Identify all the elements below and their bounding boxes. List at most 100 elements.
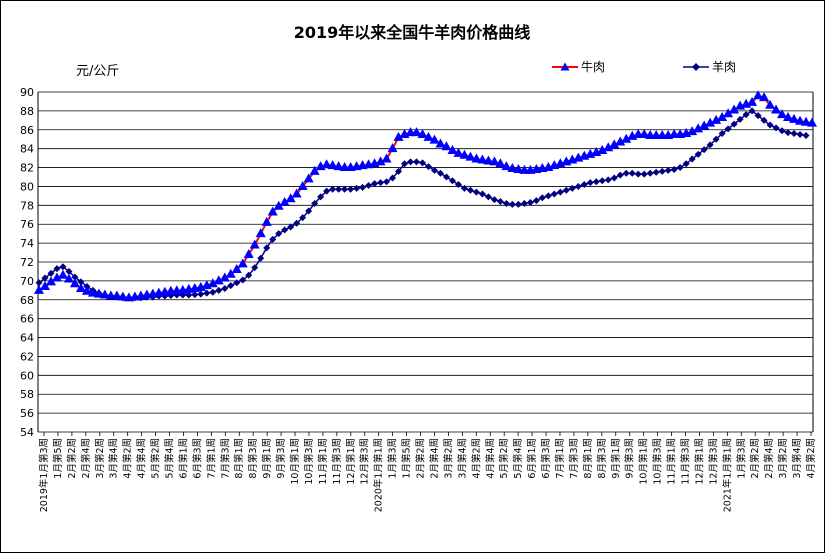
data-point bbox=[423, 131, 434, 141]
data-point bbox=[329, 185, 337, 193]
x-tick-label: 6月第1周 bbox=[526, 438, 538, 479]
y-tick-label: 88 bbox=[20, 105, 34, 118]
data-point bbox=[610, 174, 618, 182]
data-point bbox=[603, 142, 614, 152]
data-point bbox=[87, 287, 98, 297]
data-point bbox=[693, 123, 704, 133]
x-axis-ticks: 2019年1月第3周 1月第5周 2月第2周 2月第4周 3月第2周 3月第4周 4月第2周… bbox=[38, 432, 817, 512]
data-point bbox=[305, 207, 313, 215]
data-point bbox=[447, 145, 458, 155]
x-tick-label: 3月第4周 bbox=[456, 438, 468, 479]
data-point bbox=[448, 177, 456, 185]
data-point bbox=[471, 153, 482, 163]
data-point bbox=[441, 141, 452, 151]
data-point bbox=[207, 278, 218, 288]
data-point bbox=[682, 160, 690, 168]
data-point bbox=[333, 161, 344, 171]
data-point bbox=[730, 120, 738, 128]
data-point bbox=[688, 155, 696, 163]
data-point bbox=[796, 131, 804, 138]
data-point bbox=[395, 167, 403, 175]
series-layer bbox=[34, 90, 817, 302]
data-point bbox=[454, 181, 462, 189]
data-point bbox=[790, 130, 798, 138]
data-point bbox=[526, 199, 534, 206]
data-point bbox=[574, 182, 582, 190]
data-point bbox=[598, 177, 606, 185]
data-point bbox=[383, 178, 391, 186]
data-point bbox=[484, 193, 492, 201]
data-point bbox=[213, 275, 224, 285]
data-point bbox=[717, 112, 728, 121]
x-tick-label: 1月第3周 bbox=[387, 438, 399, 479]
data-point bbox=[562, 186, 570, 194]
data-point bbox=[233, 279, 241, 287]
data-point bbox=[317, 193, 325, 201]
x-tick-label: 5月第2周 bbox=[150, 438, 162, 479]
x-tick-label: 9月第3周 bbox=[275, 438, 287, 479]
y-tick-label: 72 bbox=[20, 256, 34, 269]
data-point bbox=[299, 214, 307, 222]
x-tick-label: 9月第1周 bbox=[261, 438, 273, 479]
y-tick-label: 62 bbox=[20, 350, 34, 363]
data-point bbox=[197, 290, 205, 298]
x-tick-label: 2月第4周 bbox=[763, 438, 775, 479]
data-point bbox=[723, 108, 734, 118]
x-tick-label: 1月第5周 bbox=[52, 438, 64, 479]
data-point bbox=[297, 180, 308, 190]
data-point bbox=[231, 264, 242, 274]
data-point bbox=[257, 254, 265, 262]
x-tick-label: 9月第1周 bbox=[610, 438, 622, 479]
data-point bbox=[251, 264, 259, 272]
data-point bbox=[508, 200, 516, 208]
data-point bbox=[41, 274, 49, 282]
y-tick-label: 56 bbox=[20, 407, 34, 420]
data-point bbox=[411, 127, 422, 137]
x-tick-label: 2月第2周 bbox=[415, 438, 427, 479]
data-point bbox=[435, 138, 446, 148]
x-tick-label: 3月第2周 bbox=[94, 438, 106, 479]
series-beef bbox=[34, 90, 817, 302]
x-tick-label: 10月第3周 bbox=[652, 438, 664, 485]
data-point bbox=[425, 163, 432, 171]
data-point bbox=[45, 276, 56, 286]
data-point bbox=[255, 228, 266, 238]
x-tick-label: 3月第2周 bbox=[442, 438, 454, 479]
data-point bbox=[597, 145, 608, 155]
data-point bbox=[215, 286, 223, 294]
x-tick-label: 10月第1周 bbox=[289, 438, 301, 485]
x-tick-label: 12月第3周 bbox=[707, 438, 719, 485]
legend-item-mutton: 羊肉 bbox=[683, 59, 736, 74]
data-point bbox=[273, 200, 284, 210]
data-point bbox=[347, 185, 355, 193]
data-point bbox=[81, 285, 92, 295]
data-point bbox=[670, 165, 678, 173]
data-point bbox=[664, 166, 672, 174]
y-tick-label: 58 bbox=[20, 388, 34, 401]
data-point bbox=[393, 131, 404, 141]
grid-lines bbox=[37, 91, 814, 433]
data-point bbox=[538, 194, 546, 202]
data-point bbox=[507, 163, 518, 172]
data-point bbox=[377, 179, 385, 187]
data-point bbox=[483, 155, 494, 165]
data-point bbox=[453, 147, 464, 157]
x-tick-label: 2020年1月第1周 bbox=[373, 438, 385, 512]
data-point bbox=[556, 188, 564, 196]
data-point bbox=[459, 149, 470, 159]
x-tick-label: 3月第4周 bbox=[108, 438, 120, 479]
data-point bbox=[323, 187, 331, 195]
x-tick-label: 3月第2周 bbox=[777, 438, 789, 479]
data-point bbox=[203, 289, 211, 297]
data-point bbox=[341, 185, 349, 193]
data-point bbox=[93, 288, 104, 298]
data-point bbox=[39, 281, 50, 291]
data-point bbox=[778, 127, 786, 135]
data-point bbox=[77, 278, 85, 286]
data-point bbox=[580, 181, 588, 189]
data-point bbox=[353, 184, 361, 192]
data-point bbox=[544, 192, 552, 200]
data-point bbox=[219, 272, 230, 282]
data-point bbox=[221, 284, 229, 292]
data-point bbox=[75, 282, 86, 292]
